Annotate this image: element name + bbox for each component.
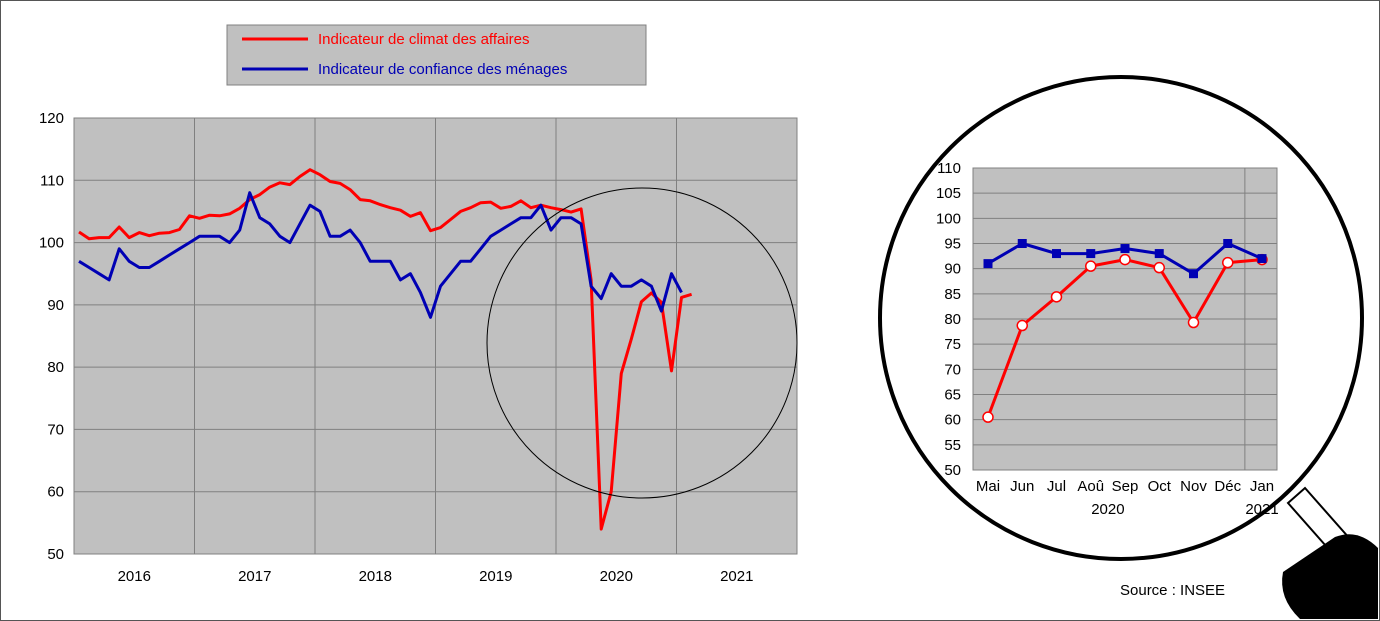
inset-x-tick-label: Jun: [1010, 478, 1034, 495]
main-grid: [74, 117, 797, 555]
inset-household-point: [1223, 239, 1233, 248]
main-x-tick-label: 2021: [720, 568, 753, 585]
inset-y-tick-label: 80: [944, 311, 961, 328]
inset-x-tick-label: Jul: [1047, 478, 1066, 495]
inset-business-point: [1187, 316, 1200, 329]
inset-y-tick-label: 65: [944, 387, 961, 404]
inset-household-point: [1154, 249, 1164, 259]
inset-business-point: [1153, 261, 1165, 274]
inset-y-tick-label: 55: [944, 437, 961, 454]
inset-x-tick-label: Aoû: [1077, 478, 1104, 495]
legend-household-label: Indicateur de confiance des ménages: [318, 61, 567, 78]
main-x-tick-label: 2017: [238, 568, 271, 585]
inset-business-point: [1016, 319, 1028, 332]
inset-x-tick-label: Déc: [1214, 478, 1241, 495]
main-x-tick-label: 2020: [600, 568, 633, 585]
main-x-tick-label: 2016: [118, 568, 151, 585]
main-x-axis: 2016 2017 2018 2019 2020 2021: [118, 568, 754, 585]
inset-y-tick-label: 110: [937, 160, 961, 177]
inset-year-label: 2020: [1091, 501, 1124, 518]
inset-x-tick-label: Jan: [1250, 478, 1274, 495]
inset-y-tick-label: 85: [944, 286, 961, 303]
inset-household-point: [1120, 244, 1130, 254]
main-y-tick-label: 110: [40, 172, 64, 189]
inset-series: [982, 239, 1268, 423]
inset-y-tick-label: 105: [936, 185, 961, 202]
main-y-tick-label: 70: [47, 421, 64, 438]
inset-business-point: [1119, 253, 1131, 266]
inset-household-point: [983, 259, 993, 269]
inset-household-point: [1017, 239, 1027, 248]
inset-y-tick-label: 75: [944, 336, 961, 353]
inset-x-tick-label: Nov: [1180, 478, 1207, 495]
legend-business-label: Indicateur de climat des affaires: [318, 31, 530, 48]
zoom-circle: [486, 187, 798, 499]
inset-y-tick-label: 60: [944, 412, 961, 429]
inset-x-tick-label: Sep: [1112, 478, 1139, 495]
inset-household-point: [1257, 254, 1267, 264]
main-y-tick-label: 90: [47, 297, 64, 314]
main-y-tick-label: 50: [47, 546, 64, 563]
legend: Indicateur de climat des affaires Indica…: [226, 24, 647, 86]
main-y-tick-label: 80: [47, 359, 64, 376]
inset-household-point: [1086, 249, 1096, 259]
main-x-tick-label: 2019: [479, 568, 512, 585]
main-y-tick-label: 120: [39, 110, 64, 127]
inset-household-point: [1189, 269, 1198, 279]
inset-business-point: [1085, 260, 1097, 272]
inset-business-point: [1050, 291, 1063, 303]
inset-business-point: [982, 411, 994, 423]
inset-household-point: [1052, 249, 1061, 259]
inset-y-tick-label: 70: [944, 361, 961, 378]
inset-x-tick-label: Mai: [976, 478, 1000, 495]
magnifier-handle: [1282, 486, 1378, 619]
inset-y-tick-label: 95: [944, 236, 961, 253]
main-household-line: [78, 191, 683, 319]
source-note: Source : INSEE: [1120, 582, 1225, 599]
main-series: [78, 168, 693, 531]
main-y-tick-label: 60: [47, 484, 64, 501]
main-y-axis: 50 60 70 80 90 100 110 120: [39, 110, 64, 563]
inset-x-axis: Mai Jun Jul Aoû Sep Oct Nov Déc Jan 2020 2021: [976, 478, 1279, 518]
inset-y-axis: 50 55 60 65 70 75 80 85 90 95 100 105 110: [936, 160, 961, 479]
inset-y-tick-label: 90: [944, 261, 961, 278]
inset-x-tick-label: Oct: [1148, 478, 1172, 495]
inset-business-point: [1222, 256, 1234, 269]
main-x-tick-label: 2018: [359, 568, 392, 585]
inset-y-tick-label: 50: [944, 462, 961, 479]
inset-year-label: 2021: [1245, 501, 1278, 518]
inset-y-tick-label: 100: [936, 210, 961, 227]
main-y-tick-label: 100: [39, 235, 64, 252]
